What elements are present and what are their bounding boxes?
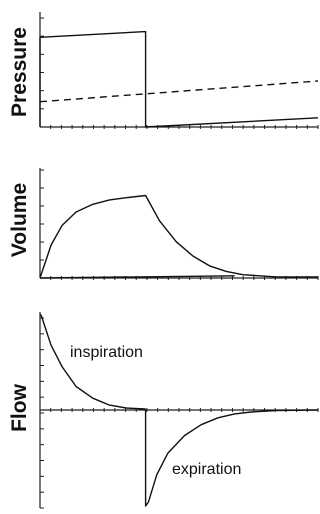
flow-series-2 bbox=[144, 409, 319, 507]
pressure-series-1 bbox=[39, 30, 319, 128]
inspiration-annotation: inspiration bbox=[70, 344, 143, 361]
flow-y-label: Flow bbox=[8, 383, 31, 431]
volume-series-1 bbox=[39, 194, 318, 279]
pressure-panel: Pressure bbox=[8, 12, 319, 129]
volume-y-ticks bbox=[40, 169, 44, 279]
pressure-y-label: Pressure bbox=[8, 27, 31, 117]
pressure-series-2 bbox=[39, 80, 319, 103]
flow-panel: Flow inspiration expiration bbox=[8, 312, 319, 509]
expiration-annotation: expiration bbox=[172, 461, 241, 478]
volume-panel: Volume bbox=[8, 168, 319, 280]
volume-series-2 bbox=[39, 275, 235, 279]
flow-series-1 bbox=[39, 313, 146, 410]
volume-y-label: Volume bbox=[8, 183, 31, 257]
flow-y-ticks bbox=[40, 317, 44, 509]
pressure-x-ticks bbox=[50, 125, 319, 129]
